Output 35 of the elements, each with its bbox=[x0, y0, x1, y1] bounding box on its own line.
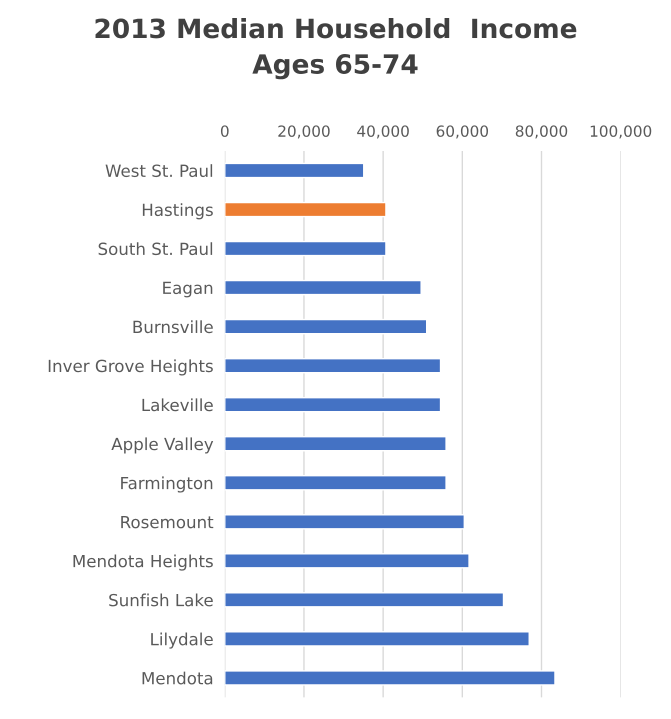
y-tick-label: Eagan bbox=[163, 282, 212, 298]
y-tick-label: Inver Grove Heights bbox=[48, 359, 213, 376]
y-tick-label: Hastings bbox=[142, 203, 213, 220]
y-tick-label: Apple Valley bbox=[111, 437, 214, 454]
bar bbox=[224, 280, 422, 296]
bar bbox=[224, 162, 364, 178]
x-tick-label: 60,000 bbox=[436, 125, 488, 138]
y-tick-label: Mendota Heights bbox=[74, 554, 213, 571]
y-tick-label: Lilydale bbox=[151, 632, 213, 649]
y-tick-label: Farmington bbox=[121, 476, 212, 493]
bar bbox=[224, 358, 442, 374]
bar bbox=[224, 553, 470, 569]
x-tick-label: 100,000 bbox=[590, 125, 652, 138]
bar bbox=[224, 670, 556, 686]
bar bbox=[224, 631, 530, 647]
bar bbox=[224, 475, 447, 490]
chart-title: 2013 Median Household Income Ages 65-74 bbox=[96, 18, 576, 80]
bar bbox=[224, 396, 442, 412]
bar bbox=[224, 202, 387, 218]
y-tick-label: South St. Paul bbox=[98, 242, 212, 256]
y-tick-label: Sunfish Lake bbox=[109, 594, 213, 606]
y-tick-label: Mendota bbox=[142, 672, 212, 684]
y-tick-label: West St. Paul bbox=[106, 164, 212, 178]
y-tick-label: Lakeville bbox=[142, 398, 213, 412]
bar bbox=[224, 514, 465, 530]
bar bbox=[224, 240, 387, 256]
x-tick-label: 40,000 bbox=[357, 125, 409, 138]
bar bbox=[224, 318, 428, 334]
x-tick-label: 0 bbox=[220, 125, 229, 137]
x-tick-label: 20,000 bbox=[278, 125, 330, 138]
bar bbox=[224, 592, 504, 608]
y-tick-label: Burnsville bbox=[133, 320, 213, 334]
bar bbox=[224, 436, 447, 452]
x-tick-label: 80,000 bbox=[516, 125, 568, 138]
y-tick-label: Rosemount bbox=[121, 516, 214, 528]
